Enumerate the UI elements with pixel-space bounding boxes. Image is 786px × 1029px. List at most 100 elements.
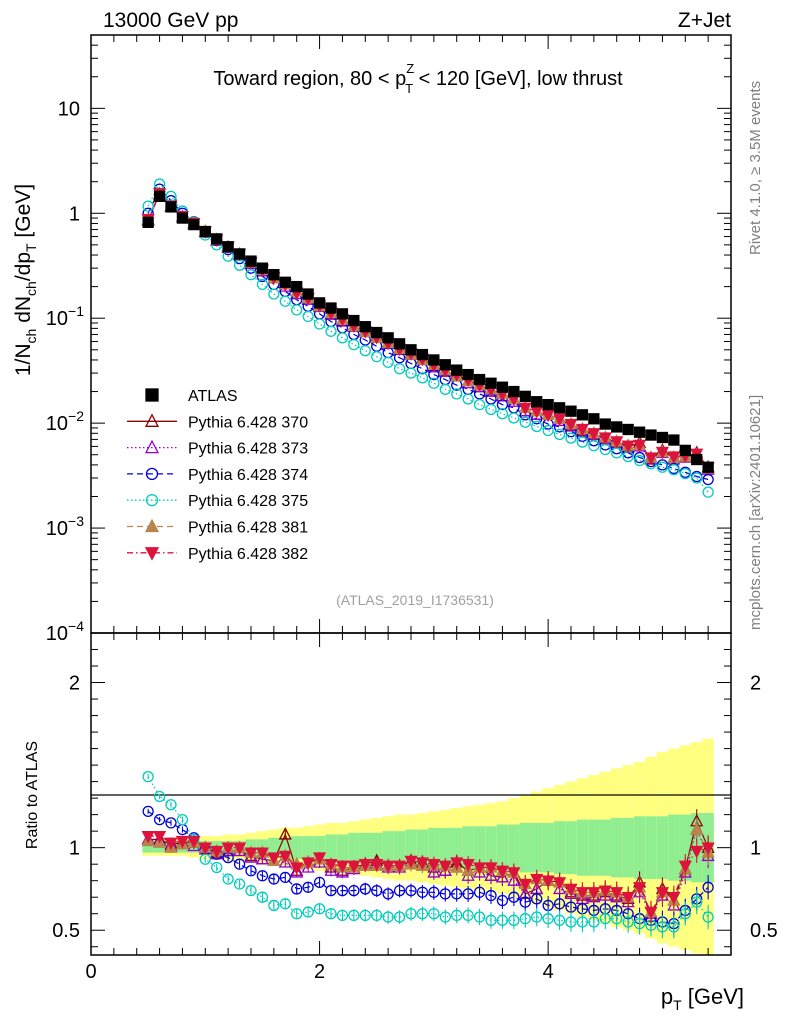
main-point-atlas xyxy=(496,381,509,393)
ratio-band-inner xyxy=(451,827,463,868)
ratio-point-pythia-6-428-382 xyxy=(598,885,612,899)
legend-marker-pythia-6-428-381 xyxy=(144,518,160,533)
legend-label-pythia-6-428-375: Pythia 6.428 375 xyxy=(188,493,308,510)
main-point-atlas xyxy=(313,297,326,309)
main-point-pythia-6-428-375 xyxy=(256,278,269,291)
legend-label-pythia-6-428-370: Pythia 6.428 370 xyxy=(188,414,308,431)
ratio-point-pythia-6-428-374 xyxy=(473,886,486,898)
ratio-band-inner xyxy=(553,821,566,875)
ratio-point-pythia-6-428-382 xyxy=(381,860,395,874)
ratio-point-pythia-6-428-374 xyxy=(496,894,509,907)
ratio-point-pythia-6-428-374 xyxy=(313,876,326,888)
ratio-point-pythia-6-428-382 xyxy=(450,857,464,870)
main-point-pythia-6-428-382 xyxy=(552,413,567,427)
legend-marker-pythia-6-428-374 xyxy=(145,467,159,481)
ratio-point-pythia-6-428-374 xyxy=(325,884,337,897)
main-point-pythia-6-428-375 xyxy=(451,388,463,400)
main-point-pythia-6-428-375 xyxy=(691,472,703,484)
main-point-pythia-6-428-374 xyxy=(633,451,646,464)
main-ytick-label: 10 xyxy=(58,98,80,120)
main-point-pythia-6-428-375 xyxy=(348,338,360,351)
ratio-point-pythia-6-428-382 xyxy=(541,875,555,889)
main-point-atlas xyxy=(268,269,280,281)
ratio-point-pythia-6-428-382 xyxy=(461,859,475,872)
main-point-atlas xyxy=(691,453,703,466)
main-point-atlas xyxy=(519,390,531,403)
ratio-point-pythia-6-428-374 xyxy=(302,881,314,893)
main-point-atlas xyxy=(142,216,154,228)
ratio-point-pythia-6-428-375 xyxy=(336,909,349,922)
ratio-point-pythia-6-428-374 xyxy=(245,865,257,877)
ratio-point-pythia-6-428-374 xyxy=(439,888,451,900)
ratio-band-inner xyxy=(576,819,589,876)
ratio-point-pythia-6-428-375 xyxy=(702,911,714,923)
main-point-pythia-6-428-375 xyxy=(485,403,497,416)
ratio-point-pythia-6-428-374 xyxy=(565,901,577,913)
ratio-point-pythia-6-428-382 xyxy=(587,887,601,900)
ratio-point-pythia-6-428-375 xyxy=(439,911,451,923)
main-point-atlas xyxy=(553,402,566,414)
ratio-xtick-label: 2 xyxy=(314,961,325,983)
ratio-point-pythia-6-428-382 xyxy=(507,867,521,880)
ratio-point-pythia-6-428-382 xyxy=(187,835,201,849)
main-ytick-label: 10−2 xyxy=(46,408,84,435)
main-ytick-label: 10−1 xyxy=(46,303,84,330)
main-point-atlas xyxy=(462,368,474,381)
ratio-point-pythia-6-428-382 xyxy=(370,859,384,872)
header-energy: 13000 GeV pp xyxy=(103,9,238,32)
main-point-pythia-6-428-375 xyxy=(393,363,406,375)
main-ylabel: 1/Nch dNch/dpT [GeV] xyxy=(12,184,39,376)
ratio-point-pythia-6-428-382 xyxy=(152,830,167,844)
ratio-point-pythia-6-428-381 xyxy=(690,822,704,835)
ratio-point-pythia-6-428-375 xyxy=(485,914,497,926)
ratio-point-pythia-6-428-374 xyxy=(451,888,463,900)
ratio-point-pythia-6-428-374 xyxy=(485,889,497,902)
main-point-pythia-6-428-375 xyxy=(382,356,394,368)
ratio-point-pythia-6-428-382 xyxy=(552,877,567,890)
ratio-point-pythia-6-428-382 xyxy=(175,835,190,849)
main-point-pythia-6-428-375 xyxy=(679,468,691,480)
main-point-pythia-6-428-375 xyxy=(302,310,314,323)
main-point-atlas xyxy=(542,399,554,411)
main-point-atlas xyxy=(645,429,657,441)
ratio-point-pythia-6-428-382 xyxy=(415,857,430,870)
ratio-point-pythia-6-428-382 xyxy=(141,830,155,844)
ratio-point-pythia-6-428-375 xyxy=(142,771,154,783)
main-point-atlas xyxy=(348,314,360,327)
ratio-point-pythia-6-428-375 xyxy=(268,899,280,912)
ratio-point-pythia-6-428-374 xyxy=(142,805,154,817)
main-point-atlas xyxy=(599,418,611,430)
ratio-band-inner xyxy=(588,819,600,876)
ratio-point-pythia-6-428-382 xyxy=(164,837,178,851)
ratio-point-pythia-6-428-375 xyxy=(599,913,611,925)
main-point-atlas xyxy=(405,344,417,356)
ratio-ytick-label-left: 2 xyxy=(69,673,80,695)
ratio-point-pythia-6-428-374 xyxy=(336,884,349,897)
legend-label-pythia-6-428-381: Pythia 6.428 381 xyxy=(188,520,308,537)
main-point-pythia-6-428-375 xyxy=(371,351,383,363)
ratio-point-pythia-6-428-375 xyxy=(348,909,360,922)
ratio-point-pythia-6-428-370 xyxy=(278,827,292,840)
ratio-point-pythia-6-428-374 xyxy=(348,884,360,897)
legend-marker-pythia-6-428-373 xyxy=(144,439,160,454)
ratio-point-pythia-6-428-374 xyxy=(416,886,429,898)
ratio-point-pythia-6-428-382 xyxy=(690,845,704,859)
ratio-band-inner xyxy=(405,829,417,866)
main-point-atlas xyxy=(576,409,589,421)
main-point-pythia-6-428-382 xyxy=(587,428,601,441)
ratio-point-pythia-6-428-375 xyxy=(176,813,189,826)
rivet-note: Rivet 4.1.0, ≥ 3.5M events xyxy=(747,81,764,255)
ratio-point-pythia-6-428-382 xyxy=(221,842,235,856)
main-point-pythia-6-428-382 xyxy=(667,451,681,464)
main-title: Toward region, 80 < pZ T < 120 [GeV], low… xyxy=(213,61,623,96)
main-point-atlas xyxy=(485,377,497,389)
ratio-point-pythia-6-428-375 xyxy=(679,908,691,920)
main-point-atlas xyxy=(633,426,646,438)
ratio-point-pythia-6-428-375 xyxy=(588,916,600,928)
ratio-point-pythia-6-428-375 xyxy=(382,911,394,923)
ratio-point-pythia-6-428-375 xyxy=(668,921,680,933)
main-point-pythia-6-428-375 xyxy=(633,454,646,467)
ratio-point-pythia-6-428-375 xyxy=(519,913,531,925)
main-point-pythia-6-428-382 xyxy=(655,446,670,460)
ratio-band-inner xyxy=(633,816,646,880)
